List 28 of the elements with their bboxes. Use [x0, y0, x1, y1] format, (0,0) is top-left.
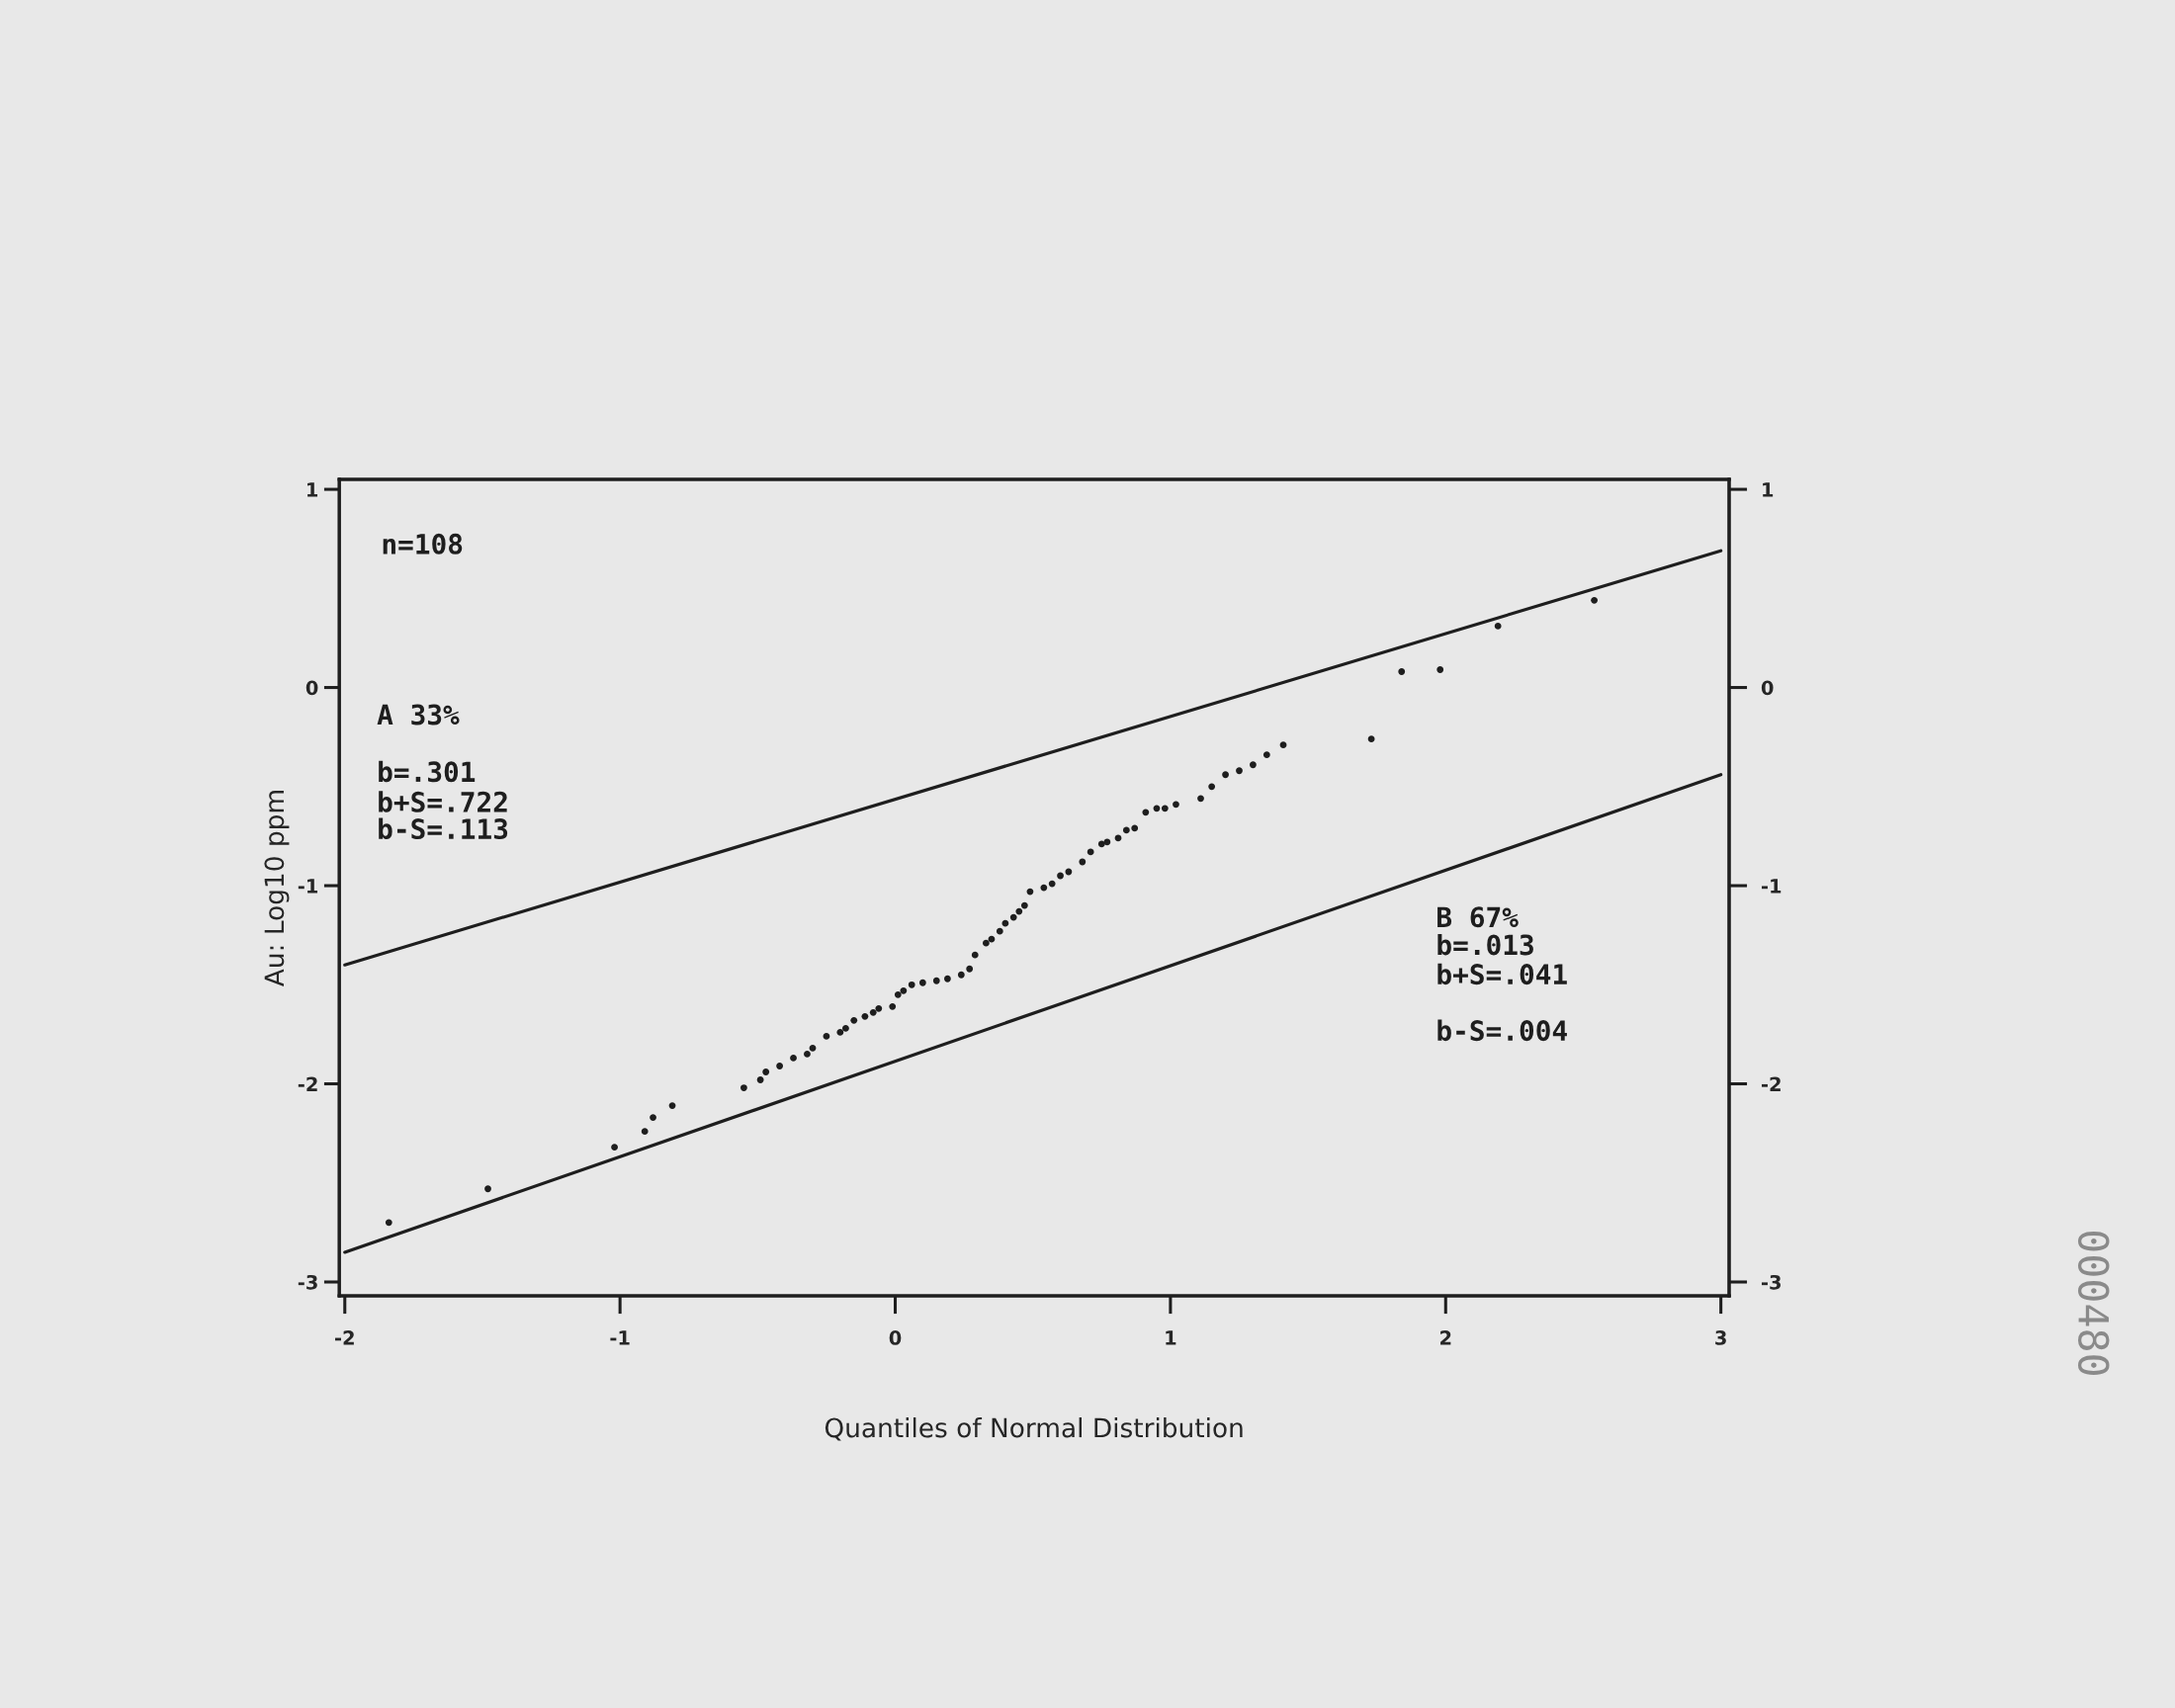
- x-tick-label: 2: [1440, 1330, 1451, 1345]
- annotation: B 67%: [1437, 906, 1519, 928]
- x-tick-label: -2: [335, 1330, 354, 1345]
- y-tick-label: 0: [305, 680, 318, 696]
- y-tick-label: 1: [307, 482, 318, 497]
- annotation: A 33%: [377, 704, 460, 726]
- y-tick-label: -2: [298, 1076, 317, 1091]
- x-axis-title: Quantiles of Normal Distribution: [825, 1417, 1243, 1441]
- x-tick-label: -1: [610, 1330, 630, 1345]
- x-tick-label: 1: [1166, 1330, 1176, 1345]
- y-tick-label: -3: [298, 1274, 317, 1290]
- x-tick-label: 3: [1715, 1330, 1726, 1345]
- annotation: b+S=.722: [379, 791, 507, 812]
- annotation: n=108: [383, 533, 463, 555]
- y-tick-label: -1: [298, 879, 318, 894]
- y2-tick-label: -1: [1762, 879, 1782, 894]
- annotation: b+S=.041: [1437, 963, 1567, 985]
- y2-tick-label: -3: [1762, 1274, 1781, 1290]
- annotation: b-S=.113: [379, 817, 508, 840]
- y2-tick-label: 0: [1761, 680, 1774, 696]
- y2-tick-label: -2: [1762, 1076, 1781, 1091]
- y-axis-title: Au: Log10 ppm: [264, 791, 290, 987]
- annotation: b-S=.004: [1437, 1019, 1567, 1042]
- text: 000480: [2078, 1231, 2110, 1376]
- y2-tick-label: 1: [1763, 482, 1774, 497]
- annotation: b=.301: [379, 760, 476, 783]
- x-tick-label: 0: [889, 1330, 902, 1345]
- annotation: b=.013: [1437, 933, 1533, 956]
